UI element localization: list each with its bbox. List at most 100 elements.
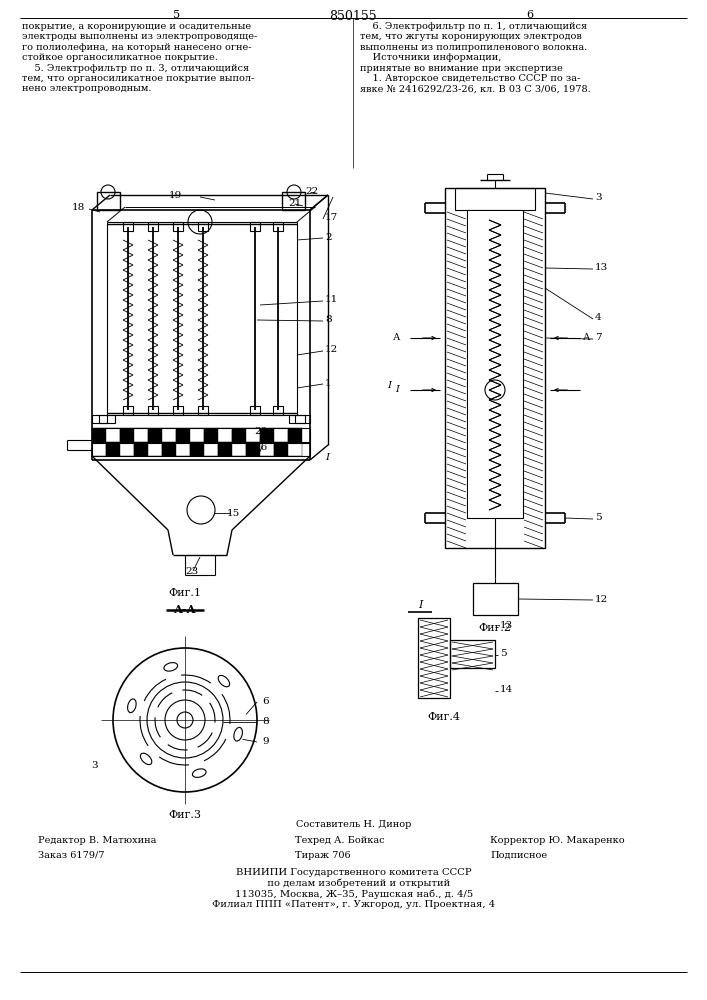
Text: 23: 23	[185, 568, 198, 576]
Text: Фиг.2: Фиг.2	[479, 623, 511, 633]
Bar	[273, 222, 283, 231]
Text: I: I	[418, 600, 422, 610]
Bar	[260, 443, 274, 456]
Bar	[190, 443, 204, 456]
Text: Фиг.3: Фиг.3	[168, 810, 201, 820]
Bar	[274, 443, 288, 456]
Bar	[250, 222, 260, 231]
Bar	[218, 428, 232, 442]
Bar	[92, 428, 106, 442]
Text: 9: 9	[262, 738, 269, 746]
Bar	[148, 428, 162, 442]
Bar	[204, 443, 218, 456]
Text: 12: 12	[595, 594, 608, 603]
Text: I: I	[387, 380, 391, 389]
Text: 11: 11	[325, 296, 338, 304]
Bar	[455, 188, 535, 210]
Text: 13: 13	[595, 263, 608, 272]
Bar	[218, 443, 232, 456]
Text: 12: 12	[325, 346, 338, 355]
Text: А: А	[583, 334, 590, 342]
Bar	[106, 443, 120, 456]
Bar	[134, 443, 148, 456]
Text: А: А	[393, 334, 401, 342]
Bar	[106, 428, 120, 442]
Text: 7: 7	[595, 334, 602, 342]
Bar	[473, 583, 518, 615]
Text: 850155: 850155	[329, 10, 377, 23]
Bar	[250, 406, 260, 415]
Bar	[162, 443, 176, 456]
Bar	[123, 406, 133, 415]
Bar	[173, 222, 183, 231]
Text: 13: 13	[500, 621, 513, 631]
Bar	[468, 211, 522, 517]
Text: 2: 2	[325, 232, 332, 241]
Text: покрытие, а коронирующие и осадительные
электроды выполнены из электропроводяще-: покрытие, а коронирующие и осадительные …	[22, 22, 257, 93]
Bar	[190, 428, 204, 442]
Text: 5: 5	[173, 10, 180, 20]
Bar	[260, 428, 274, 442]
Text: 6: 6	[262, 698, 269, 706]
Bar	[204, 428, 218, 442]
Bar	[288, 428, 302, 442]
Bar	[92, 415, 107, 423]
Bar	[173, 406, 183, 415]
Bar	[92, 443, 106, 456]
Bar	[198, 406, 208, 415]
Bar	[162, 428, 176, 442]
Bar	[288, 443, 302, 456]
Bar	[273, 406, 283, 415]
Bar	[120, 428, 134, 442]
Bar	[418, 618, 450, 698]
Text: 20: 20	[255, 428, 268, 436]
Bar	[289, 415, 305, 423]
Text: 18: 18	[71, 204, 85, 213]
Bar	[148, 222, 158, 231]
Text: Составитель Н. Динор: Составитель Н. Динор	[296, 820, 411, 829]
Text: 21: 21	[288, 200, 301, 209]
Text: Фиг.1: Фиг.1	[168, 588, 201, 598]
Bar	[148, 406, 158, 415]
Text: Корректор Ю. Макаренко: Корректор Ю. Макаренко	[490, 836, 624, 845]
Text: Заказ 6179/7: Заказ 6179/7	[38, 851, 105, 860]
Text: Тираж 706: Тираж 706	[295, 851, 351, 860]
Text: 3: 3	[595, 194, 602, 202]
Text: 8: 8	[325, 316, 332, 324]
Bar	[467, 210, 523, 518]
Text: I: I	[325, 452, 329, 462]
Bar	[295, 415, 310, 423]
Bar	[246, 428, 260, 442]
Text: I: I	[395, 385, 399, 394]
Text: 22: 22	[305, 188, 318, 196]
Bar	[120, 443, 134, 456]
Text: 8: 8	[262, 718, 269, 726]
Text: Техред А. Бойкас: Техред А. Бойкас	[295, 836, 385, 845]
Text: 3: 3	[91, 760, 98, 770]
Text: ВНИИПИ Государственного комитета СССР
   по делам изобретений и открытий
113035,: ВНИИПИ Государственного комитета СССР по…	[212, 868, 496, 909]
Text: 15: 15	[227, 508, 240, 518]
Text: 14: 14	[500, 686, 513, 694]
Bar	[246, 443, 260, 456]
Text: 5: 5	[500, 650, 507, 658]
Bar	[123, 222, 133, 231]
Bar	[134, 428, 148, 442]
Bar	[176, 428, 190, 442]
Bar	[445, 188, 545, 548]
Text: Фиг.4: Фиг.4	[428, 712, 460, 722]
Bar	[274, 428, 288, 442]
Text: 17: 17	[325, 214, 338, 223]
Text: А-А: А-А	[174, 604, 197, 615]
Text: 6. Электрофильтр по п. 1, отличающийся
тем, что жгуты коронирующих электродов
вы: 6. Электрофильтр по п. 1, отличающийся т…	[360, 22, 591, 93]
Bar	[148, 443, 162, 456]
Bar	[450, 640, 495, 668]
Bar	[176, 443, 190, 456]
Text: Подписное: Подписное	[490, 851, 547, 860]
Text: 19: 19	[168, 192, 182, 200]
Text: 1: 1	[325, 378, 332, 387]
Bar	[232, 428, 246, 442]
Text: 16: 16	[255, 442, 268, 452]
Text: 4: 4	[595, 314, 602, 322]
Text: 6: 6	[527, 10, 534, 20]
Text: 5: 5	[595, 514, 602, 522]
